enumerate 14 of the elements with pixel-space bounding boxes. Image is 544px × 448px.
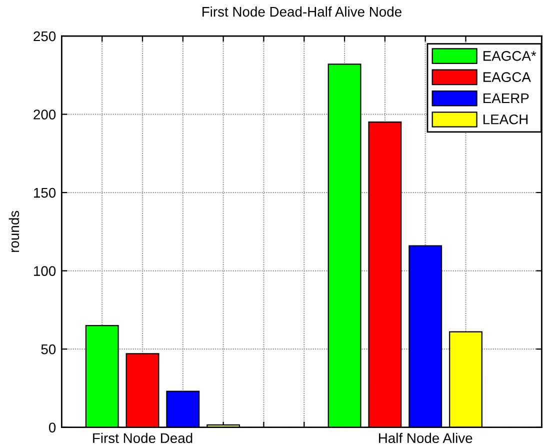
x-tick-label: First Node Dead xyxy=(93,432,192,444)
y-tick-label: 0 xyxy=(48,422,56,432)
legend-label: EAGCA* xyxy=(483,51,536,61)
y-tick-label: 200 xyxy=(34,110,56,120)
y-tick-label: 100 xyxy=(34,266,56,276)
legend-label: EAGCA xyxy=(483,72,531,82)
legend-label: EAERP xyxy=(483,93,529,104)
chart-title: First Node Dead-Half Alive Node xyxy=(202,6,402,17)
y-axis-title: rounds xyxy=(8,210,20,252)
x-tick-label: Half Node Alive xyxy=(379,432,472,444)
y-tick-label: 150 xyxy=(34,188,56,198)
legend-label: LEACH xyxy=(483,114,528,124)
y-tick-label: 250 xyxy=(34,31,56,42)
y-tick-label: 50 xyxy=(41,344,56,354)
